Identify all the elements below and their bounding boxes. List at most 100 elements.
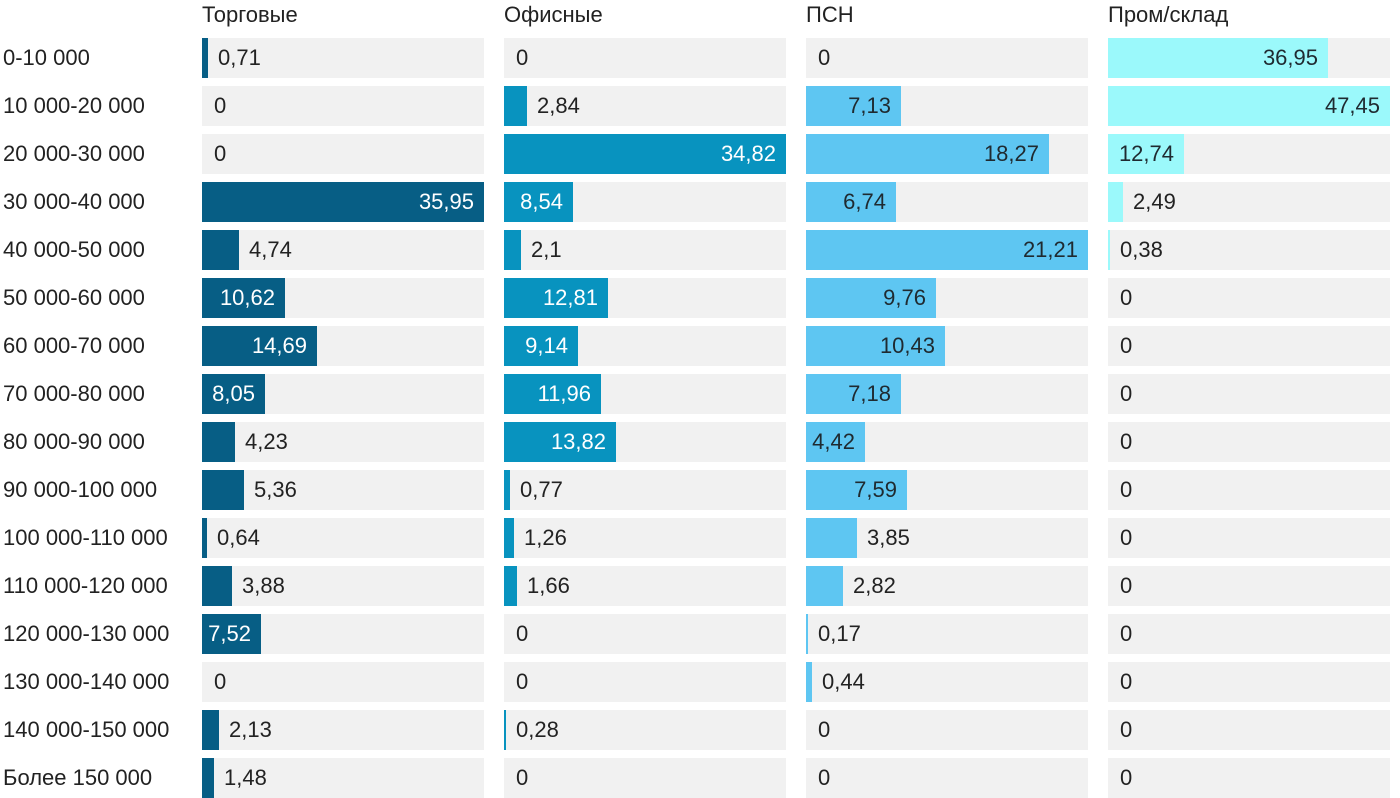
category-label: 140 000-150 000 (3, 717, 170, 742)
value-label: 4,23 (245, 429, 288, 454)
bar-track: 0 (1108, 278, 1390, 318)
bar (504, 470, 510, 510)
value-label: 7,13 (848, 93, 891, 118)
value-label: 7,18 (848, 381, 891, 406)
bar (504, 86, 527, 126)
bar-track: 0 (1108, 566, 1390, 606)
bar-track: 18,27 (806, 134, 1088, 174)
bar-track: 1,66 (504, 566, 786, 606)
value-label: 0 (1120, 765, 1133, 790)
bar-track: 7,52 (202, 614, 484, 654)
bar-track: 0,38 (1108, 230, 1390, 270)
value-label: 0 (516, 621, 529, 646)
value-label: 0 (1120, 621, 1133, 646)
value-label: 13,82 (550, 429, 606, 454)
bar (504, 230, 521, 270)
bar-track: 0 (504, 758, 786, 798)
bar (1108, 182, 1123, 222)
bar-track: 36,95 (1108, 38, 1390, 78)
bar (202, 38, 208, 78)
value-label: 34,82 (720, 141, 776, 166)
bar (806, 86, 901, 126)
value-label: 0 (516, 45, 529, 70)
value-label: 8,54 (520, 189, 563, 214)
bar-track: 10,43 (806, 326, 1088, 366)
value-label: 2,1 (531, 237, 562, 262)
category-label: 100 000-110 000 (3, 525, 168, 550)
value-label: 0 (516, 669, 529, 694)
bar (806, 182, 896, 222)
bar-track: 0 (1108, 518, 1390, 558)
category-label: 130 000-140 000 (3, 669, 170, 694)
bar (202, 182, 484, 222)
value-label: 7,52 (208, 621, 251, 646)
bar-track: 0 (806, 710, 1088, 750)
bar-track: 2,84 (504, 86, 786, 126)
bar (806, 422, 865, 462)
bar (504, 710, 506, 750)
category-label: 120 000-130 000 (3, 621, 170, 646)
bar (202, 758, 214, 798)
value-label: 0 (818, 717, 831, 742)
bar (202, 614, 261, 654)
column-title: Пром/склад (1108, 2, 1229, 27)
bar (806, 278, 936, 318)
value-label: 0 (1120, 573, 1133, 598)
bar-track: 0 (504, 662, 786, 702)
bar (202, 422, 235, 462)
value-label: 0 (1120, 333, 1133, 358)
bar (202, 278, 285, 318)
value-label: 0,28 (516, 717, 559, 742)
bar-track: 12,74 (1108, 134, 1390, 174)
value-label: 3,88 (242, 573, 285, 598)
bar (504, 326, 578, 366)
bar-track: 0 (1108, 614, 1390, 654)
bar-track: 0 (202, 662, 484, 702)
bar-track: 5,36 (202, 470, 484, 510)
value-label: 3,85 (867, 525, 910, 550)
value-label: 36,95 (1262, 45, 1318, 70)
bar-track: 7,18 (806, 374, 1088, 414)
bar (504, 278, 608, 318)
bar (504, 422, 616, 462)
bar-track: 9,14 (504, 326, 786, 366)
category-label: 30 000-40 000 (3, 189, 145, 214)
value-label: 0 (1120, 381, 1133, 406)
bar-track: 0,77 (504, 470, 786, 510)
value-label: 35,95 (418, 189, 474, 214)
bar-track: 2,1 (504, 230, 786, 270)
value-label: 0 (1120, 717, 1133, 742)
bar-track: 13,82 (504, 422, 786, 462)
category-label: 50 000-60 000 (3, 285, 145, 310)
bar (504, 134, 786, 174)
bar-track: 10,62 (202, 278, 484, 318)
value-label: 0 (1120, 429, 1133, 454)
category-label: 90 000-100 000 (3, 477, 158, 502)
bar (806, 518, 857, 558)
bar (806, 374, 901, 414)
bar-track: 7,13 (806, 86, 1088, 126)
value-label: 1,26 (524, 525, 567, 550)
value-label: 9,14 (525, 333, 568, 358)
bar-track: 0 (1108, 710, 1390, 750)
bar-track: 0,71 (202, 38, 484, 78)
bar (806, 470, 907, 510)
category-label: 110 000-120 000 (3, 573, 168, 598)
category-label: Более 150 000 (3, 765, 153, 790)
value-label: 0,38 (1120, 237, 1163, 262)
bar (806, 662, 812, 702)
bar (202, 518, 207, 558)
value-label: 0 (1120, 285, 1133, 310)
bar-track: 0 (202, 134, 484, 174)
category-label: 40 000-50 000 (3, 237, 145, 262)
bar (806, 326, 945, 366)
bar-track: 4,23 (202, 422, 484, 462)
value-label: 10,43 (879, 333, 935, 358)
bar-track: 2,13 (202, 710, 484, 750)
bar (202, 710, 219, 750)
bar-track: 9,76 (806, 278, 1088, 318)
value-label: 14,69 (251, 333, 307, 358)
bar-track: 0 (1108, 422, 1390, 462)
value-label: 0 (1120, 477, 1133, 502)
bar-track: 0,28 (504, 710, 786, 750)
